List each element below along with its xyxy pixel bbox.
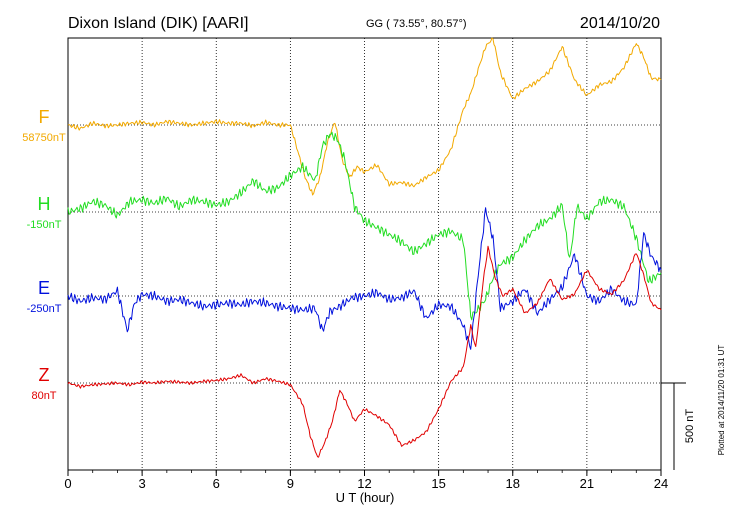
series-name-F: F [39,107,50,127]
series-layer [67,37,662,458]
plot-date: 2014/10/20 [580,15,660,32]
x-tick-label: 15 [431,476,445,491]
series-baseline-Z: 80nT [31,390,56,402]
x-axis-ticks: 0 3 6 9 12 15 18 21 24 [64,470,668,491]
geographic-coords: GG ( 73.55°, 80.57°) [366,18,467,30]
scale-bar-label: 500 nT [684,409,696,444]
station-title: Dixon Island (DIK) [AARI] [68,15,249,32]
x-tick-label: 24 [654,476,668,491]
series-name-E: E [38,278,50,298]
series-line-E [67,207,662,350]
series-name-H: H [38,194,51,214]
x-tick-label: 12 [357,476,371,491]
x-tick-label: 9 [287,476,294,491]
x-tick-label: 21 [580,476,594,491]
x-tick-label: 0 [64,476,71,491]
series-name-Z: Z [39,365,50,385]
grid-lines [68,38,661,470]
x-tick-label: 6 [213,476,220,491]
series-baseline-E: -250nT [27,303,62,315]
x-tick-label: 18 [506,476,520,491]
x-axis-label: U T (hour) [336,490,395,505]
series-line-H [67,131,662,321]
series-baseline-F: 58750nT [22,132,66,144]
scale-bar [661,382,686,470]
series-line-Z [67,245,662,458]
plotted-at-note: Plotted at 2014/11/20 01:31 UT [717,345,726,456]
x-tick-label: 3 [139,476,146,491]
series-line-F [67,37,662,196]
series-labels: F 58750nT H -150nT E -250nT Z 80nT [22,107,66,402]
series-baseline-H: -150nT [27,219,62,231]
